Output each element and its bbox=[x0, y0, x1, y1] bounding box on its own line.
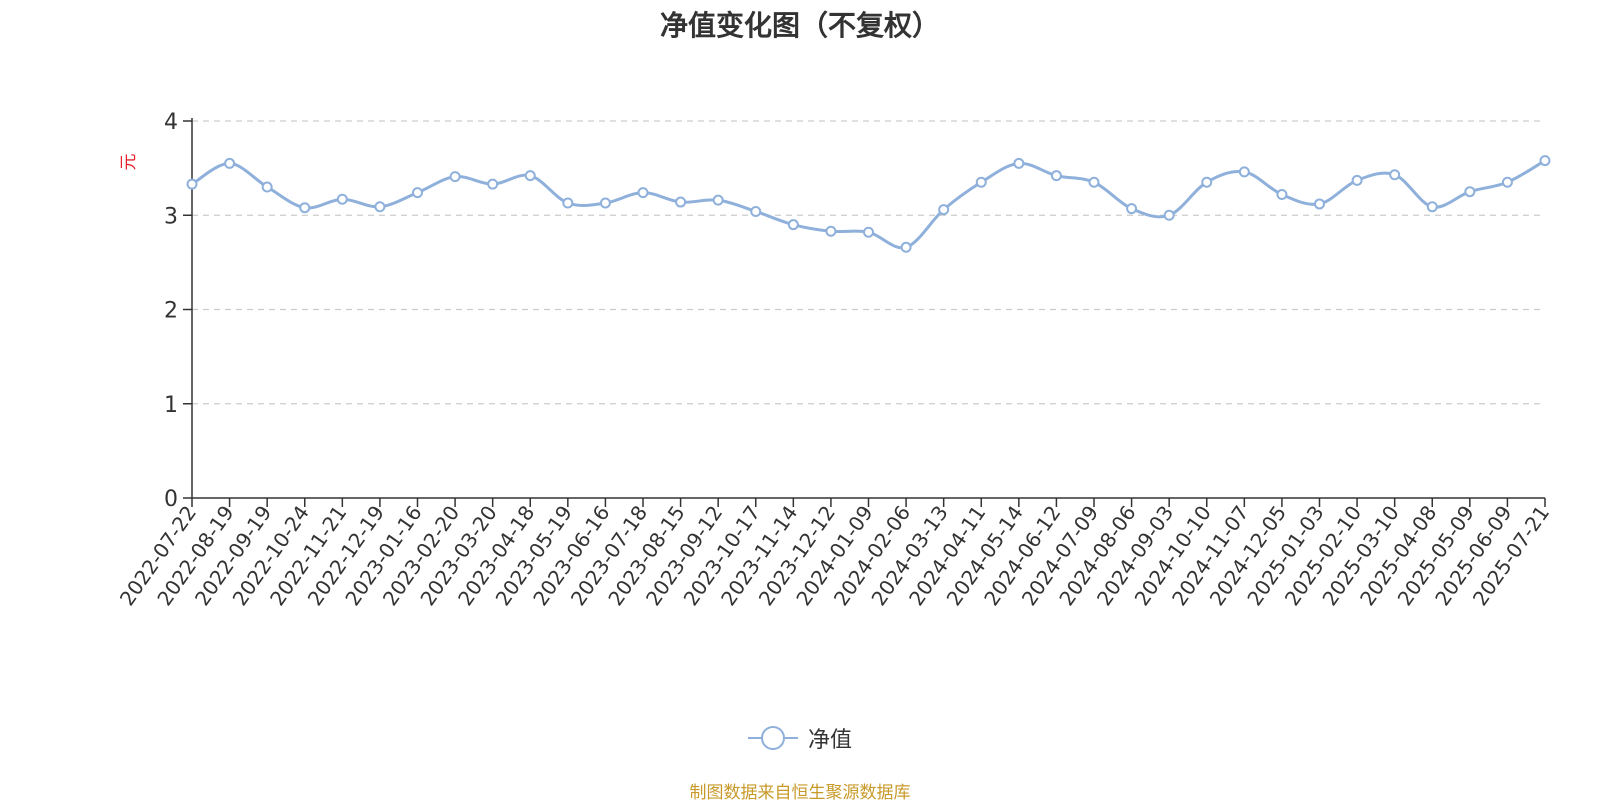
data-point[interactable] bbox=[975, 176, 987, 188]
series-layer bbox=[186, 155, 1551, 253]
data-point[interactable] bbox=[863, 226, 874, 238]
data-point[interactable] bbox=[1426, 201, 1438, 213]
axes bbox=[183, 118, 1546, 507]
y-tick-label: 3 bbox=[164, 204, 178, 229]
data-point[interactable] bbox=[562, 197, 574, 209]
data-point[interactable] bbox=[787, 219, 799, 231]
data-point[interactable] bbox=[900, 241, 912, 253]
legend-label: 净值 bbox=[807, 728, 852, 753]
data-point[interactable] bbox=[186, 178, 198, 190]
data-point[interactable] bbox=[336, 193, 348, 205]
data-point[interactable] bbox=[1201, 176, 1213, 188]
legend[interactable]: 净值 bbox=[0, 722, 1600, 754]
data-point[interactable] bbox=[825, 225, 837, 237]
data-point[interactable] bbox=[449, 171, 461, 183]
data-point[interactable] bbox=[524, 170, 536, 182]
data-point[interactable] bbox=[374, 201, 386, 213]
grid-lines bbox=[192, 120, 1545, 405]
data-point[interactable] bbox=[299, 202, 311, 214]
data-point[interactable] bbox=[1314, 198, 1325, 210]
y-tick-label: 1 bbox=[164, 393, 178, 418]
data-point[interactable] bbox=[750, 205, 762, 217]
y-tick-label: 0 bbox=[164, 487, 178, 512]
x-tick-labels: 2022-07-222022-08-192022-09-192022-10-24… bbox=[115, 501, 1554, 610]
data-point[interactable] bbox=[261, 181, 273, 193]
y-axis-label: 元 bbox=[119, 154, 139, 171]
data-point[interactable] bbox=[412, 187, 423, 199]
y-tick-label: 4 bbox=[164, 110, 178, 135]
data-point[interactable] bbox=[487, 178, 499, 190]
data-point[interactable] bbox=[1276, 189, 1288, 201]
y-tick-label: 2 bbox=[164, 299, 178, 324]
data-point[interactable] bbox=[224, 157, 236, 169]
data-point[interactable] bbox=[1351, 174, 1363, 186]
data-point[interactable] bbox=[712, 194, 724, 206]
data-point[interactable] bbox=[1539, 155, 1551, 167]
data-point[interactable] bbox=[637, 187, 649, 199]
data-point[interactable] bbox=[1050, 170, 1062, 182]
data-point[interactable] bbox=[1238, 166, 1250, 178]
data-point[interactable] bbox=[1163, 209, 1175, 221]
data-point[interactable] bbox=[599, 197, 611, 209]
data-point[interactable] bbox=[1088, 176, 1100, 188]
data-point[interactable] bbox=[1126, 203, 1138, 215]
data-point[interactable] bbox=[675, 196, 687, 208]
y-tick-labels: 0 1 2 3 4 bbox=[164, 110, 178, 512]
data-point[interactable] bbox=[1501, 176, 1513, 188]
chart-title: 净值变化图（不复权） bbox=[659, 9, 940, 42]
data-point[interactable] bbox=[1464, 186, 1476, 198]
source-note: 制图数据来自恒生聚源数据库 bbox=[689, 783, 911, 803]
data-point[interactable] bbox=[1013, 157, 1025, 169]
data-point[interactable] bbox=[1389, 169, 1401, 181]
legend-line-circle-icon bbox=[747, 726, 798, 750]
data-point[interactable] bbox=[938, 204, 950, 216]
